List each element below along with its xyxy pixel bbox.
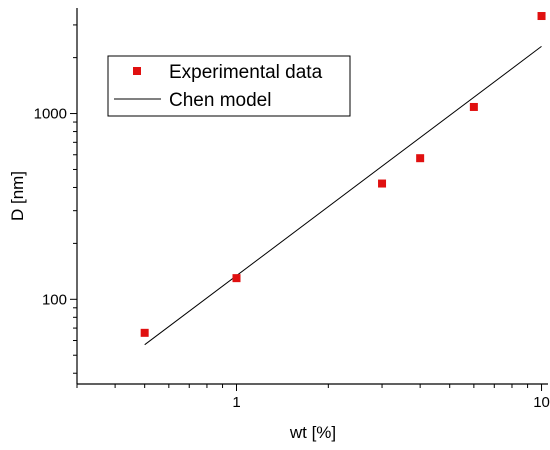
y-axis-title: D [nm] xyxy=(8,171,27,221)
legend-label-experimental: Experimental data xyxy=(169,62,323,83)
y-tick-label: 1000 xyxy=(34,106,67,123)
data-point xyxy=(537,12,546,21)
x-tick-label: 10 xyxy=(533,394,550,411)
legend-box xyxy=(107,55,351,117)
minor-ticks xyxy=(73,24,529,388)
plot-marks xyxy=(140,12,546,346)
data-point xyxy=(416,154,425,163)
data-point xyxy=(378,179,387,188)
legend-marker-experimental xyxy=(133,67,141,75)
legend: Experimental data Chen model xyxy=(107,55,351,117)
tick-labels: 1 10 100 1000 xyxy=(34,106,550,411)
x-axis-title: wt [%] xyxy=(289,423,336,442)
data-point xyxy=(469,102,478,111)
chen-model-line xyxy=(144,46,542,346)
data-point xyxy=(232,274,241,283)
y-tick-label: 100 xyxy=(42,291,67,308)
major-ticks xyxy=(70,113,543,391)
legend-label-chen: Chen model xyxy=(169,90,271,111)
data-point xyxy=(140,328,149,337)
x-tick-label: 1 xyxy=(232,394,240,411)
